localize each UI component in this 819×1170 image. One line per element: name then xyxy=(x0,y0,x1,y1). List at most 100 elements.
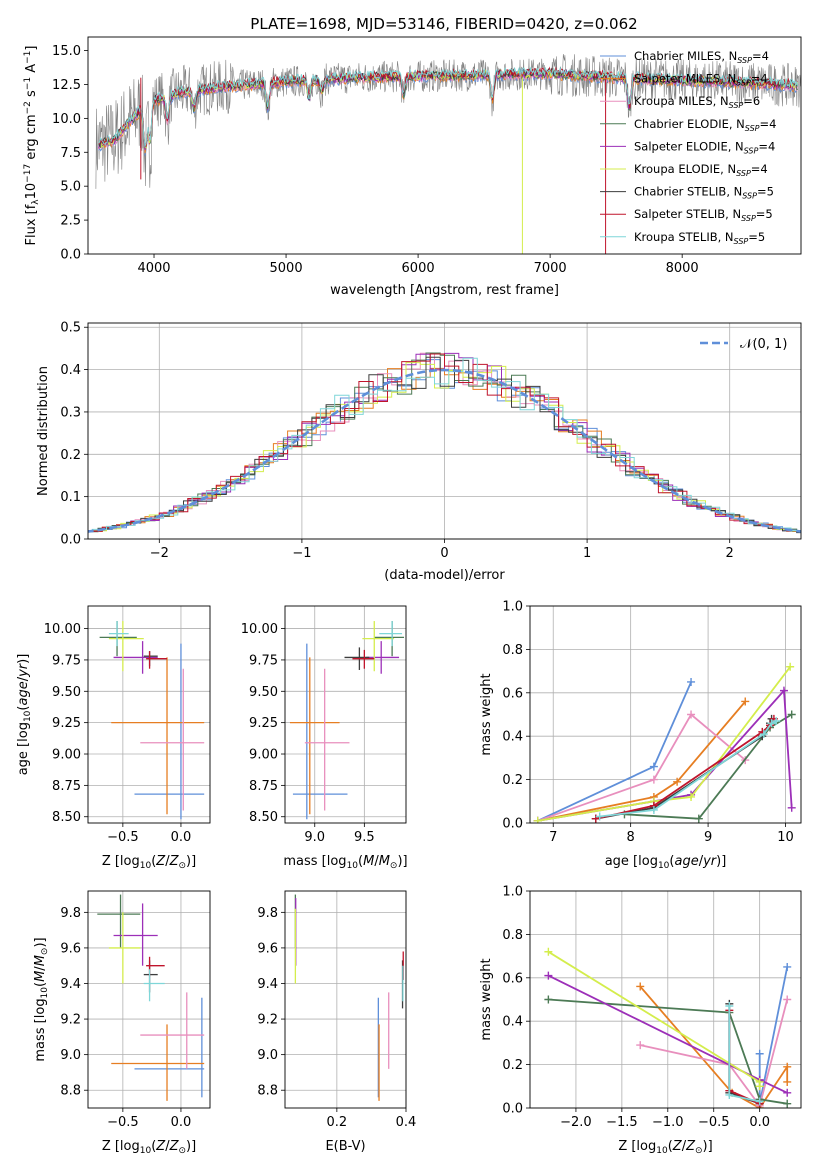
weight-marker xyxy=(783,962,792,971)
weight-marker xyxy=(783,1062,792,1071)
weight-marker xyxy=(783,1088,792,1097)
axes-border xyxy=(87,322,802,540)
weight-marker xyxy=(544,995,553,1004)
weight_vs_Z-plot-area xyxy=(544,947,792,1108)
x-tick-label: −1.0 xyxy=(652,1115,684,1130)
y-tick-label: 1.0 xyxy=(502,600,523,615)
weight_vs_age-y-label: mass weight xyxy=(479,673,494,755)
weight-line xyxy=(537,666,791,822)
errorbar-point xyxy=(111,1024,205,1101)
x-tick-label: 10 xyxy=(777,830,794,845)
weight-marker xyxy=(649,775,658,784)
age_vs_Z-axes: −0.5 0.0 8.50 8.75 9.00 9.25 9.50 9.75 10.00 Z [l… xyxy=(16,605,211,871)
y-tick-label: 1.0 xyxy=(502,885,523,900)
weight-marker xyxy=(759,730,768,739)
y-tick-label: 9.0 xyxy=(60,1048,81,1063)
weight-marker xyxy=(687,677,696,686)
x-tick-label: 2 xyxy=(726,546,734,561)
spectrum-y-label: Flux [fλ10−17 erg cm−2 s−1 A−1] xyxy=(23,46,41,246)
errorbar-point xyxy=(379,621,403,647)
axes-border xyxy=(87,36,802,255)
legend-label: Chabrier STELIB, NSSP=5 xyxy=(634,185,774,201)
weight-line xyxy=(624,713,793,820)
legend-label: Chabrier MILES, NSSP=4 xyxy=(634,49,769,65)
weight-line xyxy=(537,713,746,822)
x-tick-label: 9 xyxy=(704,830,712,845)
spectrum-axes: 4000 5000 6000 7000 8000 0.0 2.5 5.0 7.5 10.0 12.5… xyxy=(23,36,802,298)
weight-marker xyxy=(636,1041,645,1050)
age_vs_mass-x-label: mass [log10(M/M⊙)] xyxy=(283,854,407,871)
x-tick-label: −0.5 xyxy=(107,830,139,845)
errorbar-point xyxy=(352,649,375,669)
weight-marker xyxy=(595,812,604,821)
errorbar-point xyxy=(304,668,350,811)
weight-marker xyxy=(725,1002,734,1011)
age_vs_Z-x-label: Z [log10(Z/Z⊙)] xyxy=(102,854,196,871)
y-tick-label: 9.25 xyxy=(249,716,278,731)
y-tick-label: 9.75 xyxy=(52,653,81,668)
y-tick-label: 0.0 xyxy=(502,1102,523,1117)
mass_vs_Z-axes: −0.5 0.0 8.8 9.0 9.2 9.4 9.6 9.8 Z [log10(Z/Z⊙)]… xyxy=(33,890,211,1156)
weight-marker xyxy=(544,947,553,956)
y-tick-label: 10.0 xyxy=(52,112,81,127)
weight-marker xyxy=(786,662,795,671)
x-tick-label: 8000 xyxy=(666,261,699,276)
errorbar-point xyxy=(108,621,144,672)
legend-label: Salpeter ELODIE, NSSP=4 xyxy=(634,139,775,155)
residual-legend: 𝒩(0, 1) xyxy=(700,337,787,352)
mass_vs_Z-plot-area xyxy=(97,894,205,1101)
y-tick-label: 0.4 xyxy=(60,363,81,378)
legend-label: 𝒩(0, 1) xyxy=(740,337,787,352)
axes-border xyxy=(284,890,407,1109)
y-tick-label: 15.0 xyxy=(52,44,81,59)
y-tick-label: 9.2 xyxy=(257,1013,278,1028)
y-tick-label: 0.2 xyxy=(502,773,523,788)
x-tick-label: 0.2 xyxy=(327,1115,348,1130)
y-tick-label: 0.8 xyxy=(502,643,523,658)
y-tick-label: 8.75 xyxy=(52,779,81,794)
weight-marker xyxy=(783,995,792,1004)
y-tick-label: 9.8 xyxy=(60,906,81,921)
legend-label: Chabrier ELODIE, NSSP=4 xyxy=(634,117,776,133)
y-tick-label: 8.8 xyxy=(60,1084,81,1099)
errorbar-point xyxy=(140,992,205,1069)
errorbar-point xyxy=(108,621,129,647)
x-tick-label: 0.0 xyxy=(171,1115,192,1130)
y-tick-label: 9.50 xyxy=(52,685,81,700)
axes-border xyxy=(87,605,211,824)
y-tick-label: 12.5 xyxy=(52,78,81,93)
errorbar-point xyxy=(97,894,141,948)
mass_vs_ebv-axes: 0.2 0.4 8.8 9.0 9.2 9.4 9.6 9.8 E(B-V) xyxy=(257,890,416,1154)
weight_vs_Z-axes: −2.0 −1.5 −1.0 −0.5 0.0 0.0 0.2 0.4 0.6 0.8 1.0 Z [… xyxy=(479,885,802,1156)
age_vs_mass-plot-area xyxy=(289,621,405,820)
weight-line xyxy=(639,985,789,1108)
spectrum-plot-area xyxy=(95,54,801,254)
errorbar-point xyxy=(113,903,158,966)
x-tick-label: −2.0 xyxy=(560,1115,592,1130)
age_vs_mass-axes: 9.0 9.5 8.50 8.75 9.00 9.25 9.50 9.75 10.00 mass … xyxy=(241,605,408,871)
weight_vs_Z-y-label: mass weight xyxy=(479,958,494,1040)
weight_vs_age-x-label: age [log10(age/yr)] xyxy=(605,854,727,871)
axes-border xyxy=(529,605,802,824)
residuals-axes: −2 −1 0 1 2 0.0 0.1 0.2 0.3 0.4 0.5 𝒩(0, 1) (data-mo… xyxy=(36,321,802,583)
x-tick-label: 0.0 xyxy=(171,830,192,845)
weight-marker xyxy=(779,686,788,695)
x-tick-label: 9.0 xyxy=(304,830,325,845)
weight-marker xyxy=(783,1077,792,1086)
legend-label: Kroupa STELIB, NSSP=5 xyxy=(634,230,765,246)
weight-marker xyxy=(649,762,658,771)
y-tick-label: 0.0 xyxy=(502,817,523,832)
weight-series xyxy=(533,662,795,823)
weight-line xyxy=(548,998,788,1105)
x-tick-label: 0 xyxy=(440,546,448,561)
y-tick-label: 0.5 xyxy=(60,321,81,336)
y-tick-label: 0.1 xyxy=(60,490,81,505)
weight-marker xyxy=(544,971,553,980)
weight-series xyxy=(725,1002,764,1106)
y-tick-label: 0.6 xyxy=(502,971,523,986)
legend-label: Salpeter STELIB, NSSP=5 xyxy=(634,207,773,223)
y-tick-label: 9.00 xyxy=(52,748,81,763)
y-tick-label: 0.0 xyxy=(60,533,81,548)
residual-x-label: (data-model)/error xyxy=(384,568,505,583)
x-tick-label: 0.0 xyxy=(749,1115,770,1130)
